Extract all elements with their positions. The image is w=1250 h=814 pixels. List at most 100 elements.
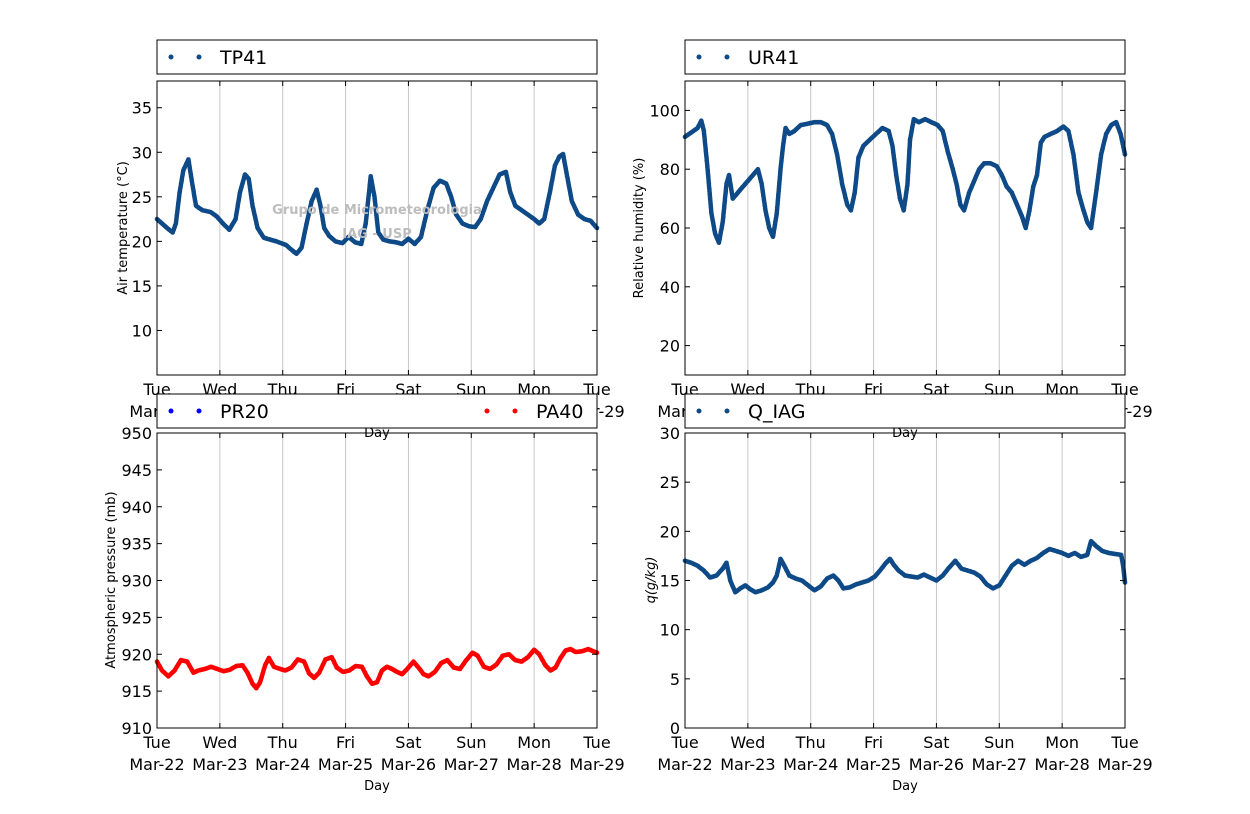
x-tick-label-date: Mar-27 [972, 755, 1027, 774]
y-tick-label: 20 [660, 522, 680, 541]
plot-frame [684, 80, 1126, 376]
y-tick-label: 60 [660, 219, 680, 238]
legend-box [156, 39, 598, 75]
legend-box [684, 393, 1126, 429]
x-tick-label-date: Mar-29 [1097, 755, 1152, 774]
legend: UR41 [684, 39, 1126, 75]
x-tick-label-day: Sun [984, 733, 1014, 752]
y-tick-label: 945 [121, 461, 152, 480]
legend: PR20 PA40 [156, 393, 598, 429]
x-tick-label-day: Wed [202, 733, 237, 752]
chart-panel-3: 910 915 920 925 930 935 940 945 950 Tue Mar-22 Wed M… [104, 393, 625, 794]
legend-box [156, 393, 598, 429]
legend-marker [168, 54, 174, 60]
plot-frame [684, 432, 1126, 729]
legend-marker [696, 408, 702, 414]
plot-frame [156, 80, 598, 376]
legend-marker [484, 408, 490, 414]
y-tick-label: 5 [670, 670, 680, 689]
x-axis-label: Day [892, 779, 918, 794]
watermark-line-2: IAG - USP [342, 227, 411, 242]
legend-label: PR20 [220, 401, 269, 423]
y-tick-label: 910 [121, 719, 152, 738]
data-points [154, 151, 600, 257]
x-tick-label-day: Sat [923, 733, 949, 752]
chart-panel-2: 20406080100TueMar-22WedMar-23ThuMar-24Fr… [632, 39, 1153, 441]
x-tick-label-date: Mar-22 [657, 755, 712, 774]
y-axis-label: Relative humidity (%) [632, 158, 647, 299]
y-tick-label: 20 [132, 232, 152, 251]
y-tick-label: 25 [660, 473, 680, 492]
legend: TP41 [156, 39, 598, 75]
watermark-line-1: Grupo de Micrometeorologia [272, 203, 482, 218]
y-tick-label: 925 [121, 608, 152, 627]
x-tick-label-date: Mar-25 [318, 755, 373, 774]
y-tick-label: 30 [660, 424, 680, 443]
x-tick-label-day: Mon [1045, 733, 1079, 752]
x-axis-label: Day [364, 779, 390, 794]
legend-marker [724, 408, 730, 414]
x-tick-label-day: Thu [267, 733, 298, 752]
legend-box [684, 39, 1126, 75]
data-points [154, 646, 600, 691]
x-tick-label-date: Mar-22 [129, 755, 184, 774]
x-tick-label-day: Tue [670, 733, 698, 752]
x-tick-label-date: Mar-25 [846, 755, 901, 774]
data-points [682, 116, 1128, 245]
y-tick-label: 930 [121, 572, 152, 591]
data-points [682, 538, 1128, 595]
y-tick-label: 25 [132, 188, 152, 207]
legend-marker [196, 54, 202, 60]
x-tick-label-date: Mar-28 [1034, 755, 1089, 774]
x-tick-label-day: Tue [582, 733, 610, 752]
y-tick-label: 915 [121, 682, 152, 701]
y-tick-label: 10 [132, 321, 152, 340]
legend-label: PA40 [536, 401, 583, 423]
y-tick-label: 20 [660, 337, 680, 356]
x-tick-label-date: Mar-26 [381, 755, 436, 774]
y-tick-label: 100 [649, 101, 680, 120]
x-tick-label-day: Tue [1110, 733, 1138, 752]
legend-marker [512, 408, 518, 414]
chart-panel-1: 101520253035TueMar-22WedMar-23ThuMar-24F… [116, 39, 625, 441]
y-tick-label: 40 [660, 278, 680, 297]
y-tick-label: 950 [121, 424, 152, 443]
x-tick-label-day: Fri [336, 733, 355, 752]
legend: Q_IAG [684, 393, 1126, 429]
x-tick-label-date: Mar-24 [255, 755, 310, 774]
y-tick-label: 920 [121, 645, 152, 664]
x-tick-label-date: Mar-23 [192, 755, 247, 774]
y-tick-label: 30 [132, 143, 152, 162]
y-tick-label: 35 [132, 99, 152, 118]
x-tick-label-date: Mar-28 [506, 755, 561, 774]
legend-marker [724, 54, 730, 60]
y-axis-label: Air temperature (°C) [116, 161, 131, 295]
y-tick-label: 80 [660, 160, 680, 179]
y-tick-label: 10 [660, 621, 680, 640]
legend-label: Q_IAG [748, 401, 805, 423]
x-tick-label-day: Thu [795, 733, 826, 752]
x-tick-label-day: Sun [456, 733, 486, 752]
x-tick-label-day: Wed [730, 733, 765, 752]
y-tick-label: 0 [670, 719, 680, 738]
legend-label: TP41 [219, 47, 267, 69]
x-tick-label-day: Tue [142, 733, 170, 752]
legend-marker [196, 408, 202, 414]
x-tick-label-date: Mar-24 [783, 755, 838, 774]
y-axis-label: q(g/kg) [644, 557, 659, 604]
x-tick-label-date: Mar-23 [720, 755, 775, 774]
chart-panel-4: 0 5 10 15 20 25 30 Tue Mar-22 Wed Mar-23 Thu Mar-24 F… [644, 393, 1153, 794]
x-tick-label-date: Mar-27 [444, 755, 499, 774]
x-tick-label-day: Mon [517, 733, 551, 752]
x-tick-label-date: Mar-26 [909, 755, 964, 774]
x-tick-label-day: Sat [395, 733, 421, 752]
y-tick-label: 15 [132, 277, 152, 296]
y-tick-label: 15 [660, 572, 680, 591]
y-tick-label: 935 [121, 535, 152, 554]
y-tick-label: 940 [121, 498, 152, 517]
legend-label: UR41 [748, 47, 799, 69]
x-tick-label-day: Fri [864, 733, 883, 752]
y-axis-label: Atmospheric pressure (mb) [104, 491, 119, 668]
legend-marker [168, 408, 174, 414]
